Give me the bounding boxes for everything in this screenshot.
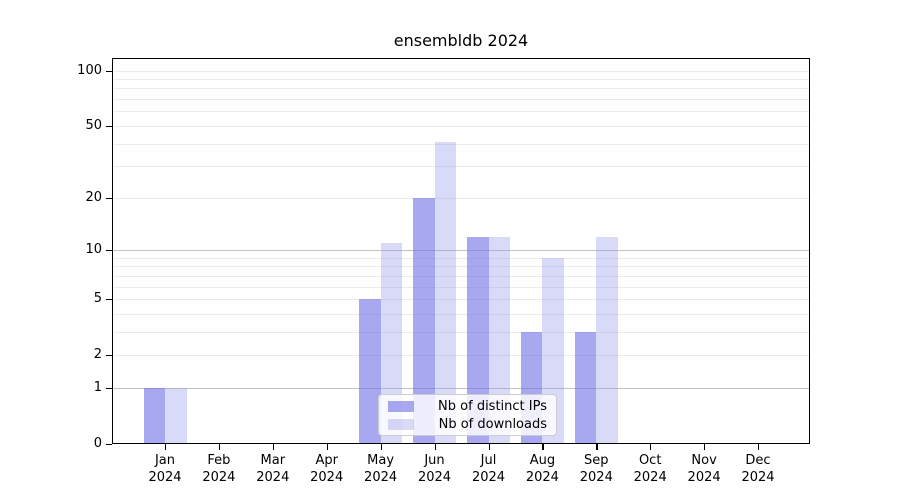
y-tick-2 xyxy=(106,355,112,357)
gridline-40 xyxy=(112,143,810,145)
chart-title: ensembldb 2024 xyxy=(393,31,529,50)
x-tick-apr xyxy=(326,444,328,450)
x-tick-oct xyxy=(650,444,652,450)
x-tick-label-oct: Oct 2024 xyxy=(633,453,667,485)
y-tick-50 xyxy=(106,125,112,128)
x-tick-label-sep: Sep 2024 xyxy=(579,453,613,485)
x-tick-jul xyxy=(488,444,490,450)
x-tick-label-may: May 2024 xyxy=(364,453,398,485)
gridline-9 xyxy=(112,257,810,259)
x-tick-label-jul: Jul 2024 xyxy=(471,453,506,485)
y-tick-label-0: 0 xyxy=(93,436,102,451)
gridline-30 xyxy=(112,166,810,168)
x-tick-nov xyxy=(704,444,706,450)
y-tick-label-2: 2 xyxy=(93,347,102,363)
x-tick-label-apr: Apr 2024 xyxy=(310,453,344,485)
gridline-7 xyxy=(112,275,810,277)
x-tick-label-nov: Nov 2024 xyxy=(687,453,721,485)
x-tick-label-dec: Dec 2024 xyxy=(741,453,775,485)
gridline-90 xyxy=(112,79,810,80)
x-tick-label-jan: Jan 2024 xyxy=(148,453,182,485)
gridline-8 xyxy=(112,266,810,268)
bar-downloads-jun xyxy=(434,141,456,444)
bar-distinct-ips-jun xyxy=(413,197,435,444)
x-tick-mar xyxy=(272,444,275,450)
gridline-3 xyxy=(112,331,810,333)
y-tick-20 xyxy=(106,197,112,199)
x-tick-jun xyxy=(434,444,436,450)
gridline-60 xyxy=(112,111,810,113)
y-tick-label-1: 1 xyxy=(93,379,102,395)
bar-distinct-ips-sep xyxy=(574,331,597,444)
bar-downloads-sep xyxy=(596,236,618,444)
bar-downloads-jul xyxy=(488,236,510,444)
x-tick-feb xyxy=(218,444,221,450)
legend-swatch-downloads-icon xyxy=(388,418,414,430)
bar-distinct-ips-jul xyxy=(467,236,489,444)
gridline-10 xyxy=(112,250,810,252)
x-tick-label-aug: Aug 2024 xyxy=(525,453,559,485)
gridline-5 xyxy=(112,299,810,300)
legend-row-distinct-ips: Nb of distinct IPs xyxy=(388,399,547,414)
y-tick-0 xyxy=(106,444,112,446)
plot-area xyxy=(112,58,810,444)
gridline-2 xyxy=(112,355,810,357)
y-tick-100 xyxy=(106,70,112,72)
x-tick-label-mar: Mar 2024 xyxy=(256,453,290,485)
gridline-4 xyxy=(112,313,810,315)
x-tick-sep xyxy=(596,444,598,450)
y-tick-label-100: 100 xyxy=(77,62,102,78)
bar-distinct-ips-may xyxy=(359,299,381,444)
x-tick-label-feb: Feb 2024 xyxy=(202,453,236,485)
legend-label-distinct-ips: Nb of distinct IPs xyxy=(438,398,547,414)
y-tick-1 xyxy=(106,387,112,390)
legend-label-downloads: Nb of downloads xyxy=(438,416,547,432)
x-tick-aug xyxy=(542,444,544,450)
x-tick-label-jun: Jun 2024 xyxy=(417,453,452,485)
x-tick-dec xyxy=(758,444,760,450)
y-tick-label-5: 5 xyxy=(93,291,102,306)
legend-swatch-distinct-ips-icon xyxy=(388,400,414,412)
legend-row-downloads: Nb of downloads xyxy=(388,417,547,432)
gridline-20 xyxy=(112,197,810,199)
bar-distinct-ips-jan xyxy=(143,387,165,444)
x-tick-jan xyxy=(165,444,167,450)
gridline-100 xyxy=(112,70,810,72)
gridline-80 xyxy=(112,88,810,90)
gridline-1 xyxy=(112,387,810,390)
y-tick-5 xyxy=(106,299,112,301)
gridline-6 xyxy=(112,286,810,288)
bar-downloads-jan xyxy=(165,387,187,444)
x-tick-may xyxy=(380,444,382,450)
y-tick-10 xyxy=(106,250,112,252)
y-tick-label-50: 50 xyxy=(85,117,102,133)
legend: Nb of distinct IPs Nb of downloads xyxy=(378,394,557,436)
bar-downloads-may xyxy=(380,242,403,444)
y-tick-label-20: 20 xyxy=(85,189,102,205)
gridline-70 xyxy=(112,99,810,101)
y-tick-label-10: 10 xyxy=(85,242,102,257)
gridline-50 xyxy=(112,125,810,127)
